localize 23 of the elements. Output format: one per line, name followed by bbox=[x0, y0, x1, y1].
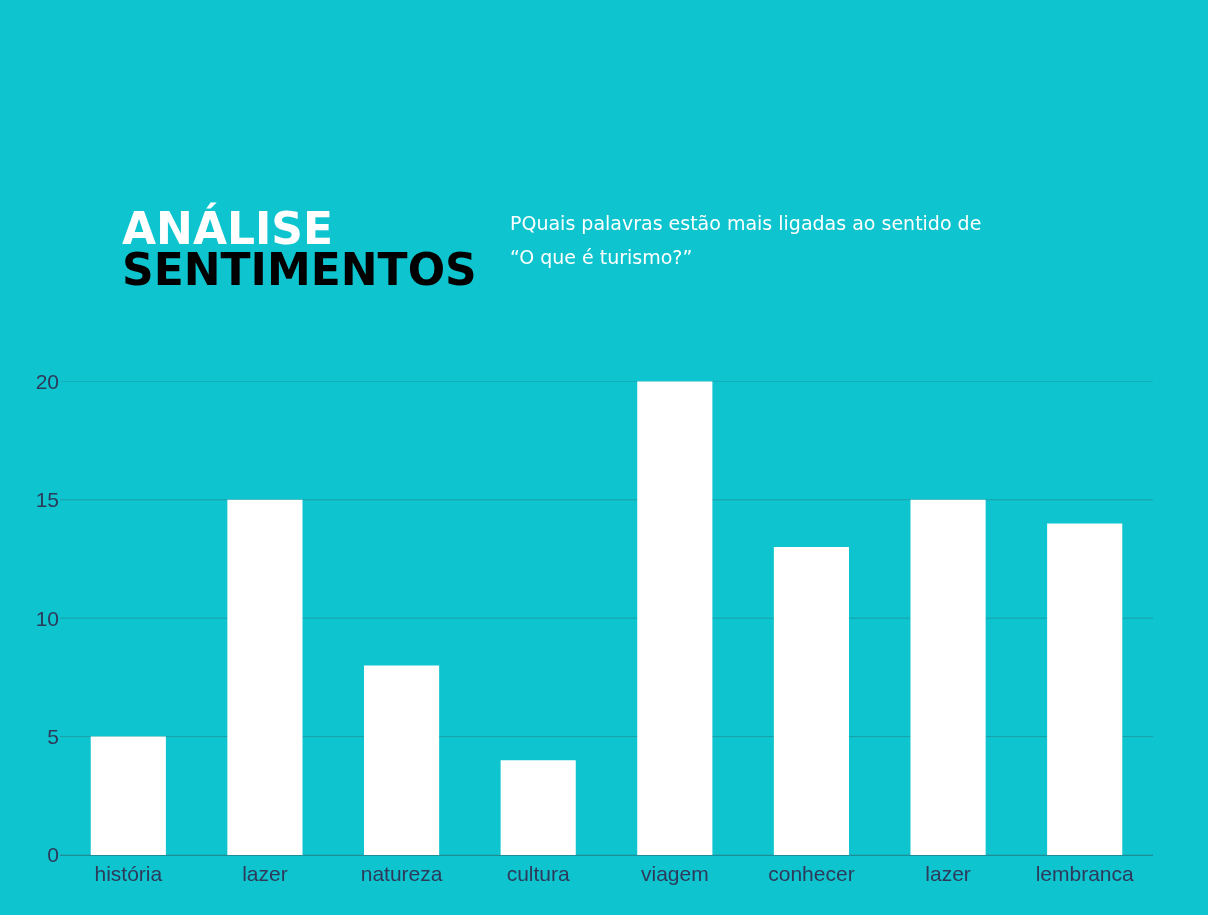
x-tick-label: viagem bbox=[640, 862, 709, 886]
bar bbox=[1047, 523, 1123, 855]
x-tick-label: lazer bbox=[925, 862, 971, 886]
y-tick-label: 0 bbox=[47, 843, 59, 867]
bar bbox=[637, 381, 713, 855]
y-tick-label: 5 bbox=[47, 724, 59, 748]
bar bbox=[90, 736, 166, 855]
bar bbox=[227, 499, 303, 855]
bar bbox=[500, 760, 576, 855]
bar bbox=[773, 547, 850, 855]
bar bbox=[363, 665, 440, 855]
bar bbox=[910, 499, 986, 855]
chart-subtitle: PQuais palavras estão mais ligadas ao sentido de “O que é turismo?” bbox=[510, 212, 982, 268]
x-tick-label: cultura bbox=[506, 862, 571, 886]
x-tick-label: natureza bbox=[360, 862, 443, 886]
y-tick-label: 20 bbox=[35, 369, 59, 393]
chart-title: ANÁLISE SENTIMENTOS bbox=[122, 202, 477, 295]
x-tick-label: lembranca bbox=[1035, 862, 1135, 886]
x-tick-label: conhecer bbox=[768, 862, 855, 886]
y-tick-label: 10 bbox=[35, 606, 59, 630]
y-tick-label: 15 bbox=[35, 488, 59, 512]
x-tick-label: história bbox=[94, 862, 163, 886]
x-tick-label: lazer bbox=[242, 862, 288, 886]
